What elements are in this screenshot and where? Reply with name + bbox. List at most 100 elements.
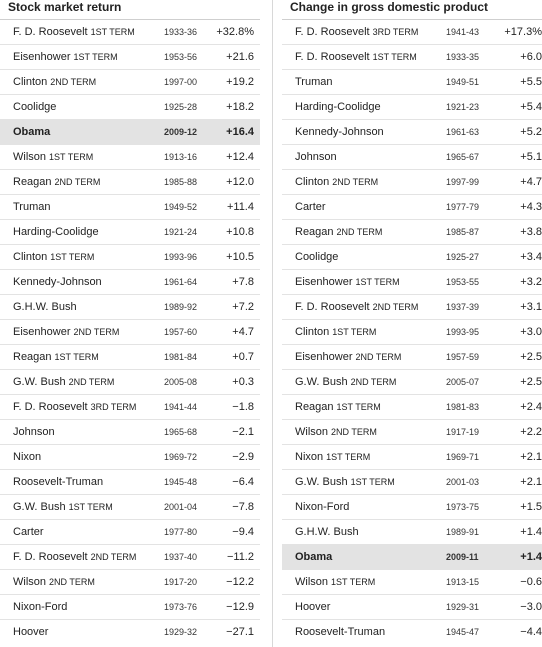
table-row: Eisenhower 1ST TERM 1953-56 +21.6 — [0, 45, 260, 70]
term-label: 1ST TERM — [54, 352, 99, 362]
value-cell: +12.4 — [226, 151, 254, 163]
value-cell: −1.8 — [232, 401, 254, 413]
table-row: Hoover 1929-32 −27.1 — [0, 620, 260, 635]
value-cell: +6.0 — [520, 51, 542, 63]
table-row: Clinton 2ND TERM 1997-99 +4.7 — [282, 170, 542, 195]
table-row: F. D. Roosevelt 3RD TERM 1941-44 −1.8 — [0, 395, 260, 420]
table-row: Carter 1977-80 −9.4 — [0, 520, 260, 545]
years-cell: 1985-88 — [164, 177, 198, 187]
president-name-text: G.H.W. Bush — [13, 301, 77, 313]
value-cell: +2.2 — [520, 426, 542, 438]
president-name: Nixon-Ford — [295, 501, 349, 513]
table-row: G.W. Bush 2ND TERM 2005-08 +0.3 — [0, 370, 260, 395]
president-name-text: G.W. Bush — [295, 476, 348, 488]
president-name-text: F. D. Roosevelt — [295, 301, 370, 313]
years-cell: 1941-43 — [446, 27, 480, 37]
years-cell: 1913-16 — [164, 152, 198, 162]
table-row: Clinton 1ST TERM 1993-95 +3.0 — [282, 320, 542, 345]
years-cell: 1981-83 — [446, 402, 480, 412]
years-cell: 1961-63 — [446, 127, 480, 137]
term-label: 1ST TERM — [332, 327, 377, 337]
term-label: 1ST TERM — [331, 577, 376, 587]
table-row: G.W. Bush 2ND TERM 2005-07 +2.5 — [282, 370, 542, 395]
president-name-text: F. D. Roosevelt — [13, 401, 88, 413]
table-row: Carter 1977-79 +4.3 — [282, 195, 542, 220]
table-row: Harding-Coolidge 1921-24 +10.8 — [0, 220, 260, 245]
value-cell: +5.2 — [520, 126, 542, 138]
president-name: Harding-Coolidge — [295, 101, 381, 113]
president-name: Clinton 2ND TERM — [295, 176, 378, 188]
president-name: Wilson 1ST TERM — [295, 576, 375, 588]
president-name: F. D. Roosevelt 3RD TERM — [13, 401, 136, 413]
years-cell: 1989-92 — [164, 302, 198, 312]
years-cell: 2001-03 — [446, 477, 480, 487]
years-cell: 1913-15 — [446, 577, 480, 587]
value-cell: +2.5 — [520, 376, 542, 388]
president-name-text: Wilson — [295, 426, 329, 438]
years-cell: 1917-20 — [164, 577, 198, 587]
value-cell: −12.2 — [226, 576, 254, 588]
president-name-text: Reagan — [295, 226, 334, 238]
president-name: Harding-Coolidge — [13, 226, 99, 238]
value-cell: +1.4 — [520, 551, 542, 563]
president-name-text: Nixon-Ford — [295, 501, 350, 513]
president-name: Wilson 2ND TERM — [295, 426, 377, 438]
table-row: Clinton 2ND TERM 1997-00 +19.2 — [0, 70, 260, 95]
years-cell: 1965-67 — [446, 152, 480, 162]
years-cell: 1929-32 — [164, 627, 198, 635]
value-cell: +4.7 — [520, 176, 542, 188]
table-row: G.H.W. Bush 1989-91 +1.4 — [282, 520, 542, 545]
years-cell: 1953-55 — [446, 277, 480, 287]
panel-title: Stock market return — [0, 0, 260, 20]
value-cell: +2.1 — [520, 476, 542, 488]
years-cell: 1929-31 — [446, 602, 480, 612]
gdp-change-rows: F. D. Roosevelt 3RD TERM 1941-43 +17.3% F. D… — [282, 20, 542, 635]
table-row: Obama 2009-12 +16.4 — [0, 120, 260, 145]
years-cell: 1925-28 — [164, 102, 198, 112]
value-cell: +10.5 — [226, 251, 254, 263]
value-cell: −4.4 — [520, 626, 542, 635]
years-cell: 2001-04 — [164, 502, 198, 512]
president-name-text: Carter — [295, 201, 326, 213]
value-cell: +2.5 — [520, 351, 542, 363]
value-cell: +16.4 — [226, 126, 254, 138]
table-row: Johnson 1965-68 −2.1 — [0, 420, 260, 445]
years-cell: 1957-59 — [446, 352, 480, 362]
years-cell: 1957-60 — [164, 327, 198, 337]
years-cell: 1997-00 — [164, 77, 198, 87]
value-cell: −0.6 — [520, 576, 542, 588]
president-name: Johnson — [295, 151, 337, 163]
president-name-text: Johnson — [13, 426, 55, 438]
value-cell: −2.1 — [232, 426, 254, 438]
president-name: Reagan 1ST TERM — [295, 401, 381, 413]
president-name: Kennedy-Johnson — [295, 126, 384, 138]
president-name: F. D. Roosevelt 1ST TERM — [13, 26, 135, 38]
president-name: Clinton 1ST TERM — [295, 326, 376, 338]
stock-market-return-panel: Stock market return F. D. Roosevelt 1ST T… — [0, 0, 260, 635]
table-row: Coolidge 1925-27 +3.4 — [282, 245, 542, 270]
president-name-text: Reagan — [295, 401, 334, 413]
president-name-text: Eisenhower — [295, 276, 353, 288]
president-name: Carter — [13, 526, 44, 538]
value-cell: −11.2 — [226, 551, 254, 563]
president-name: F. D. Roosevelt 1ST TERM — [295, 51, 417, 63]
president-name: Eisenhower 2ND TERM — [295, 351, 401, 363]
value-cell: +1.4 — [520, 526, 542, 538]
value-cell: +4.7 — [232, 326, 254, 338]
president-name: Reagan 2ND TERM — [295, 226, 382, 238]
president-name: G.W. Bush 2ND TERM — [295, 376, 396, 388]
president-name-text: Clinton — [295, 326, 330, 338]
president-name: F. D. Roosevelt 2ND TERM — [295, 301, 418, 313]
years-cell: 1933-36 — [164, 27, 198, 37]
table-row: Reagan 1ST TERM 1981-84 +0.7 — [0, 345, 260, 370]
years-cell: 2005-08 — [164, 377, 198, 387]
president-name-text: Reagan — [13, 351, 52, 363]
president-name-text: Kennedy-Johnson — [13, 276, 102, 288]
years-cell: 1993-96 — [164, 252, 198, 262]
president-name: Coolidge — [295, 251, 338, 263]
table-row: Reagan 1ST TERM 1981-83 +2.4 — [282, 395, 542, 420]
table-row: F. D. Roosevelt 2ND TERM 1937-39 +3.1 — [282, 295, 542, 320]
president-name-text: Wilson — [13, 151, 47, 163]
term-label: 1ST TERM — [50, 252, 95, 262]
president-name-text: Eisenhower — [13, 51, 71, 63]
